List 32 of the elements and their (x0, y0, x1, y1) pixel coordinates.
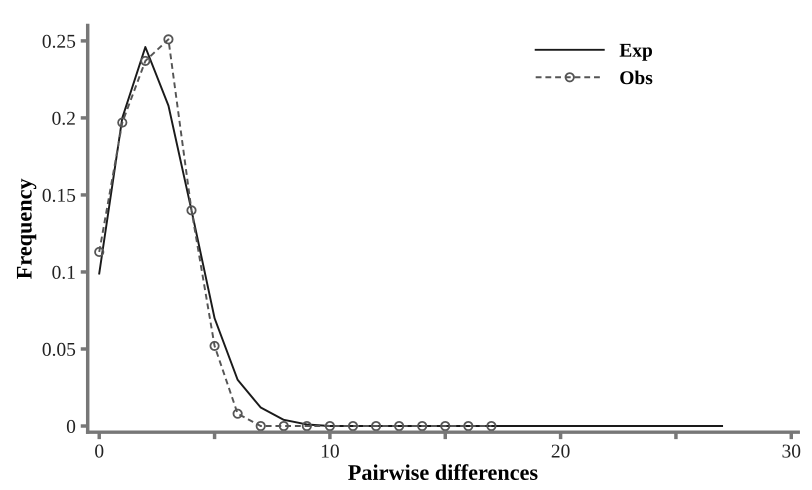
y-tick-label: 0 (66, 420, 76, 433)
point (486, 420, 496, 432)
point (417, 420, 428, 432)
point (117, 117, 128, 128)
y-tick-label: 0.1 (52, 266, 75, 279)
x-tick-label: 20 (552, 444, 570, 458)
y-tick-label: 0.15 (42, 188, 76, 202)
x-axis-title: Pairwise differences (348, 464, 538, 480)
point (186, 205, 197, 216)
point (370, 420, 382, 432)
point (140, 56, 150, 66)
legend-label: Exp (620, 44, 652, 61)
point (324, 420, 335, 432)
point (232, 408, 243, 419)
x-tick-label: 10 (322, 444, 339, 458)
legend-label: Obs (620, 70, 652, 84)
point (394, 420, 404, 432)
y-axis-title: Frequency (16, 178, 36, 279)
point (302, 420, 312, 432)
point (94, 246, 104, 258)
point (463, 420, 474, 432)
point (163, 34, 174, 44)
x-tick-label: 30 (782, 444, 800, 458)
y-tick-label: 0.2 (52, 112, 75, 125)
point (278, 420, 289, 432)
point (210, 340, 220, 351)
point (348, 420, 358, 432)
y-tick-label: 0.05 (42, 342, 76, 356)
point (256, 420, 266, 432)
y-tick-label: 0.25 (42, 34, 76, 48)
x-tick-label: 0 (95, 444, 104, 458)
point (440, 420, 450, 432)
